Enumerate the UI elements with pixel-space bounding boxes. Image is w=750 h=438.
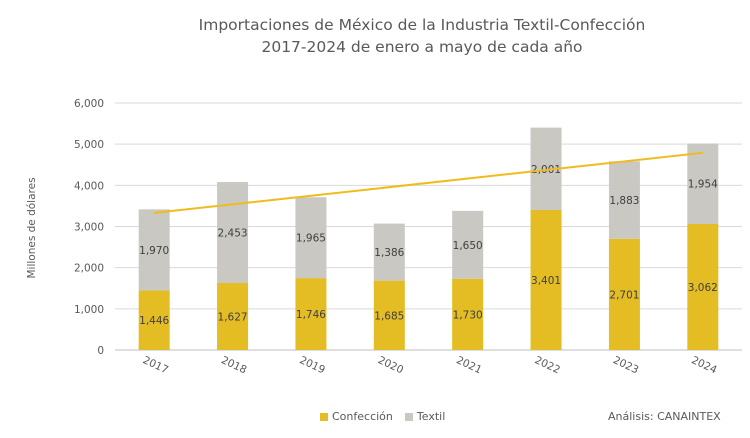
data-label-confeccion: 3,062 xyxy=(688,282,718,294)
x-tick-label: 2019 xyxy=(298,354,327,376)
bar-textil xyxy=(138,209,170,291)
data-label-textil: 1,970 xyxy=(139,245,169,257)
x-tick-label: 2021 xyxy=(454,354,483,376)
legend-label-confeccion: Confección xyxy=(332,410,393,423)
bar-textil xyxy=(608,161,640,239)
data-label-textil: 2,453 xyxy=(218,228,248,240)
legend-label-textil: Textil xyxy=(416,410,446,423)
x-tick-label: 2020 xyxy=(376,354,405,376)
y-tick-label: 5,000 xyxy=(74,139,104,151)
bar-confeccion xyxy=(452,278,484,350)
data-label-confeccion: 1,446 xyxy=(139,315,169,327)
data-label-confeccion: 1,627 xyxy=(218,312,248,324)
x-tick-label: 2023 xyxy=(611,354,640,376)
y-tick-label: 3,000 xyxy=(74,222,104,234)
data-label-confeccion: 1,746 xyxy=(296,309,326,321)
bar-textil xyxy=(373,223,405,281)
x-tick-label: 2024 xyxy=(689,354,719,376)
chart-title-line-1: Importaciones de México de la Industria … xyxy=(198,16,646,34)
x-tick-label: 2017 xyxy=(141,354,170,376)
legend: Confección Textil xyxy=(320,410,457,423)
chart-title: Importaciones de México de la Industria … xyxy=(0,14,750,58)
data-label-confeccion: 2,701 xyxy=(609,289,639,301)
bar-confeccion xyxy=(295,278,327,350)
x-tick-label: 2022 xyxy=(533,354,562,376)
legend-swatch-textil xyxy=(404,412,413,421)
bar-confeccion xyxy=(608,238,640,350)
y-tick-label: 2,000 xyxy=(74,263,104,275)
bar-confeccion xyxy=(373,280,405,350)
x-tick-label: 2018 xyxy=(219,354,248,376)
bar-confeccion xyxy=(530,209,562,350)
legend-item-confeccion: Confección xyxy=(320,410,393,423)
data-label-textil: 1,883 xyxy=(609,195,639,207)
bar-confeccion xyxy=(687,223,719,350)
bar-textil xyxy=(217,182,249,284)
bar-textil xyxy=(452,210,484,279)
chart-title-line-2: 2017-2024 de enero a mayo de cada año xyxy=(261,38,583,56)
trendline xyxy=(154,151,703,214)
data-label-textil: 1,965 xyxy=(296,233,326,245)
bar-confeccion xyxy=(138,290,170,350)
data-label-confeccion: 3,401 xyxy=(531,275,561,287)
data-label-confeccion: 1,730 xyxy=(453,309,483,321)
data-label-textil: 1,954 xyxy=(688,179,718,191)
y-tick-label: 4,000 xyxy=(74,180,104,192)
y-tick-label: 6,000 xyxy=(74,98,104,110)
data-label-textil: 1,650 xyxy=(453,240,483,252)
y-tick-label: 1,000 xyxy=(74,304,104,316)
data-label-confeccion: 1,685 xyxy=(374,310,404,322)
legend-swatch-confeccion xyxy=(320,412,328,421)
data-label-textil: 1,386 xyxy=(374,247,404,259)
bar-textil xyxy=(295,197,327,279)
bar-textil xyxy=(687,143,719,224)
bar-confeccion xyxy=(217,283,249,350)
y-tick-label: 0 xyxy=(97,345,104,357)
legend-item-textil: Textil xyxy=(404,410,446,423)
y-axis-label: Millones de dólares xyxy=(26,177,38,278)
analysis-credit: Análisis: CANAINTEX xyxy=(608,410,721,423)
